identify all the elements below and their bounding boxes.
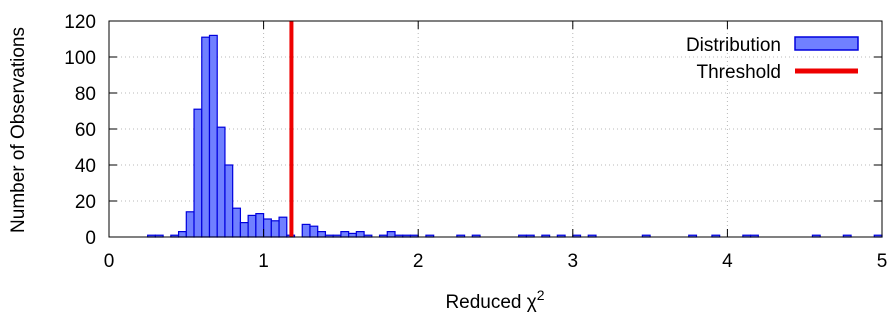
histogram-bar — [386, 231, 396, 238]
y-tick-label: 100 — [64, 48, 96, 69]
y-tick-label: 60 — [75, 120, 96, 141]
x-axis-title: Reduced χ2 — [445, 287, 544, 313]
x-tick-label: 2 — [413, 251, 424, 272]
y-axis-title: Number of Observations — [8, 27, 29, 233]
y-tick-label: 80 — [75, 84, 96, 105]
y-tick-label: 40 — [75, 156, 96, 177]
histogram-bar — [185, 211, 195, 238]
legend-swatch-distribution — [794, 36, 859, 51]
x-tick-label: 3 — [568, 251, 579, 272]
histogram-bar — [201, 36, 211, 238]
y-tick-label: 20 — [75, 192, 96, 213]
legend-label-distribution: Distribution — [686, 35, 781, 56]
histogram-bar — [263, 218, 272, 238]
histogram-bar — [317, 231, 327, 238]
y-tick-label: 120 — [64, 12, 96, 33]
x-axis-title-superscript: 2 — [537, 287, 545, 303]
x-axis-title-main: Reduced χ — [445, 292, 536, 313]
histogram-bar — [208, 34, 218, 238]
histogram-bar — [301, 223, 311, 238]
histogram-bar — [239, 222, 249, 238]
histogram-bar — [309, 225, 319, 238]
grid-lines — [109, 21, 882, 237]
y-tick-label: 0 — [85, 228, 96, 249]
histogram-bar — [224, 164, 234, 238]
histogram-bar — [216, 126, 226, 238]
histogram-bar — [340, 231, 350, 238]
x-tick-label: 5 — [877, 251, 888, 272]
histogram-bar — [270, 220, 280, 238]
histogram-bar — [193, 108, 203, 238]
histogram-bar — [247, 214, 257, 238]
histogram-bar — [348, 232, 357, 238]
legend-label-threshold: Threshold — [697, 62, 782, 83]
axis-ticks: 0 20 40 60 80 100 120 0 1 2 3 4 5 — [64, 12, 887, 272]
x-tick-label: 1 — [258, 251, 269, 272]
legend: Distribution Threshold — [686, 35, 859, 83]
x-tick-label: 0 — [104, 251, 115, 272]
x-tick-label: 4 — [722, 251, 733, 272]
histogram-bar — [278, 216, 288, 238]
histogram-bar — [255, 213, 265, 238]
histogram-bar — [232, 207, 242, 238]
histogram-bar — [177, 231, 187, 238]
histogram-bar — [355, 231, 365, 238]
